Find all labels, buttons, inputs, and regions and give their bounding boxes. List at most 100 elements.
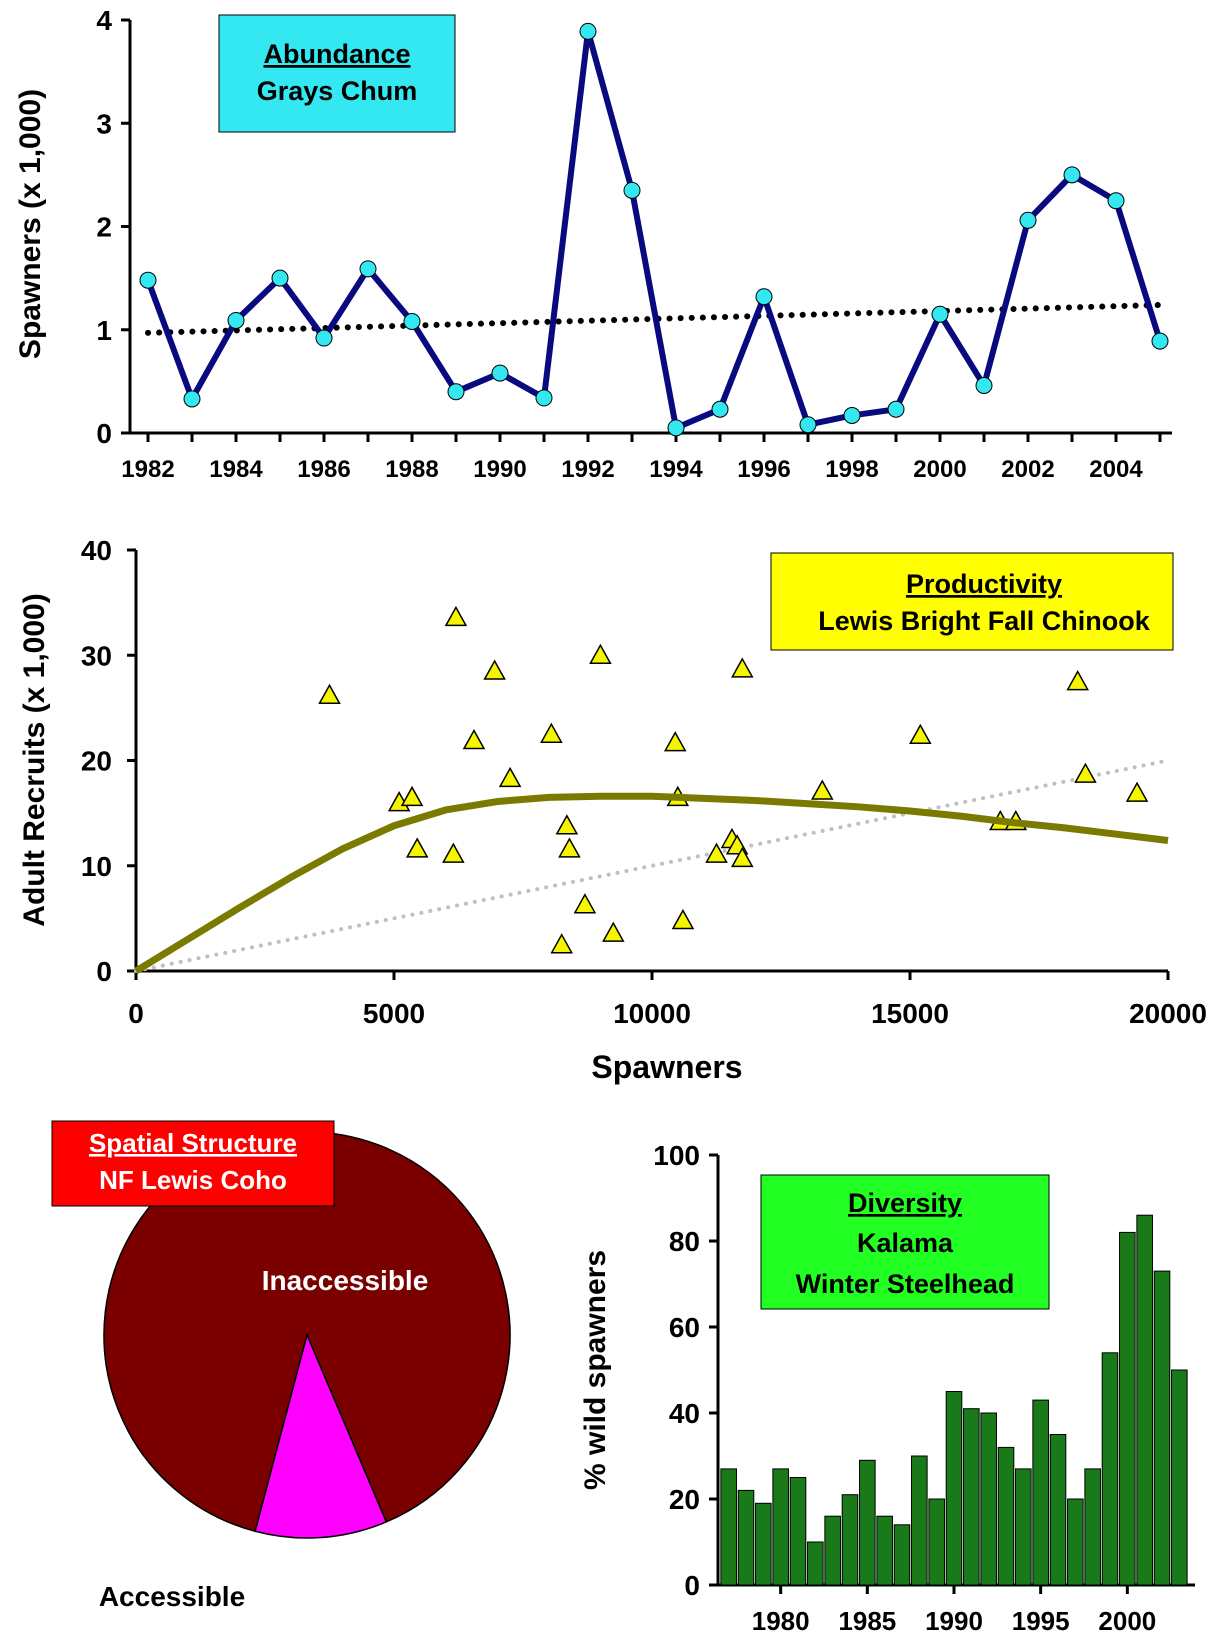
spatial-title: Spatial Structure: [89, 1128, 297, 1158]
spatial-structure-chart: Inaccessible Accessible Spatial Structur…: [51, 1120, 511, 1612]
diversity-y-axis-label: % wild spawners: [579, 1250, 612, 1490]
productivity-curve: [134, 792, 1169, 974]
bar: [720, 1468, 737, 1586]
data-point: [498, 766, 522, 788]
data-point: [550, 933, 573, 954]
bar: [1153, 1270, 1171, 1586]
data-point: [462, 728, 486, 750]
x-tick-label: 1990: [473, 456, 526, 483]
data-point: [711, 400, 729, 418]
x-tick-label: 15000: [871, 998, 949, 1029]
data-point: [540, 722, 563, 743]
data-point: [811, 779, 834, 800]
y-tick-label: 0: [96, 418, 112, 449]
data-point: [731, 846, 754, 868]
bar: [928, 1498, 945, 1586]
x-tick-label: 1990: [925, 1606, 983, 1636]
bar: [807, 1541, 824, 1586]
x-tick-label: 5000: [363, 998, 425, 1029]
bar: [1101, 1352, 1119, 1586]
bar: [1032, 1399, 1049, 1586]
data-point: [139, 271, 157, 289]
productivity-x-axis-label: Spawners: [591, 1049, 742, 1085]
bar: [755, 1502, 772, 1586]
abundance-chart: Abundance Grays Chum Spawners (x 1,000) …: [14, 5, 1172, 483]
bar: [1171, 1369, 1188, 1586]
x-tick-label: 1992: [561, 456, 614, 483]
x-tick-label: 1998: [825, 456, 878, 483]
data-point: [602, 921, 625, 942]
data-point: [405, 837, 429, 858]
data-point: [1125, 781, 1149, 802]
bar: [1084, 1468, 1101, 1586]
productivity-y-ticks: 0 10 20 30 40: [81, 535, 136, 987]
bar: [980, 1412, 997, 1586]
data-point: [359, 260, 377, 278]
y-tick-label: 0: [684, 1570, 700, 1601]
bar: [893, 1524, 911, 1586]
y-tick-label: 2: [96, 212, 112, 243]
spatial-legend-box: [51, 1120, 335, 1207]
bar: [859, 1459, 876, 1586]
data-point: [315, 329, 333, 347]
pie-label-accessible: Accessible: [99, 1581, 245, 1612]
abundance-title: Abundance: [263, 39, 410, 69]
y-tick-label: 40: [81, 535, 112, 566]
data-point: [491, 364, 509, 382]
data-point: [227, 311, 245, 329]
x-tick-label: 1986: [297, 456, 350, 483]
x-tick-label: 2004: [1089, 456, 1143, 483]
x-tick-label: 1995: [1012, 1606, 1070, 1636]
bar: [1015, 1468, 1032, 1586]
data-point: [579, 22, 597, 40]
y-tick-label: 20: [81, 746, 112, 777]
data-point: [558, 837, 581, 858]
bar: [876, 1515, 893, 1586]
data-point: [447, 383, 465, 401]
x-tick-label: 1982: [121, 456, 174, 483]
bar: [1049, 1434, 1067, 1586]
data-point: [555, 814, 579, 835]
data-point: [975, 377, 993, 395]
data-point: [318, 683, 341, 704]
spatial-pie: [103, 1131, 511, 1539]
pie-label-inaccessible: Inaccessible: [262, 1265, 429, 1296]
x-tick-label: 2000: [1098, 1606, 1156, 1636]
diversity-chart: % wild spawners 0 20 40 60 80 100 1980 1985 199…: [579, 1140, 1195, 1636]
x-tick-label: 1985: [838, 1606, 896, 1636]
diversity-legend-box: [760, 1174, 1050, 1310]
y-tick-label: 80: [669, 1226, 700, 1257]
bar: [737, 1489, 755, 1586]
x-tick-label: 0: [128, 998, 144, 1029]
pie-slice: [254, 1332, 388, 1539]
data-point: [663, 731, 687, 752]
x-tick-label: 2002: [1001, 456, 1054, 483]
y-tick-label: 30: [81, 640, 112, 671]
data-point: [1107, 192, 1125, 210]
x-tick-label: 2000: [913, 456, 966, 483]
data-point: [705, 842, 728, 863]
data-point: [731, 657, 754, 678]
bar: [772, 1468, 789, 1586]
data-point: [1151, 332, 1169, 350]
bar: [841, 1494, 859, 1586]
data-point: [403, 312, 421, 330]
diversity-y-ticks: 0 20 40 60 80 100: [653, 1140, 718, 1601]
productivity-chart: Adult Recruits (x 1,000) Spawners 0 10 20 3…: [18, 535, 1207, 1085]
bar: [1136, 1214, 1153, 1586]
data-point: [1074, 762, 1097, 783]
x-tick-label: 1980: [752, 1606, 810, 1636]
y-tick-label: 0: [96, 956, 112, 987]
y-tick-label: 3: [96, 108, 112, 139]
bar: [911, 1455, 928, 1586]
abundance-legend-box: [218, 14, 456, 133]
data-point: [183, 390, 201, 408]
y-tick-label: 60: [669, 1312, 700, 1343]
x-tick-label: 1988: [385, 456, 438, 483]
productivity-title: Productivity: [906, 569, 1062, 599]
series-line: [145, 28, 1163, 431]
data-point: [755, 288, 773, 306]
data-point: [671, 908, 695, 930]
bar: [824, 1515, 841, 1586]
productivity-legend-box: [770, 552, 1174, 651]
